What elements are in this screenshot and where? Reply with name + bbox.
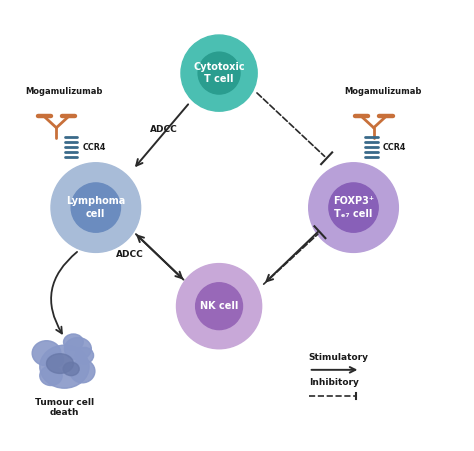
Circle shape: [176, 263, 262, 349]
Ellipse shape: [47, 353, 64, 367]
Circle shape: [200, 305, 211, 316]
Text: ADCC: ADCC: [150, 124, 177, 133]
Circle shape: [194, 275, 203, 284]
Ellipse shape: [63, 362, 79, 376]
Ellipse shape: [64, 337, 91, 360]
Circle shape: [329, 183, 378, 232]
Ellipse shape: [46, 354, 73, 373]
Circle shape: [235, 300, 243, 308]
Text: CCR4: CCR4: [383, 143, 407, 152]
Text: Stimulatory: Stimulatory: [309, 353, 369, 362]
Text: Cytotoxic
T cell: Cytotoxic T cell: [193, 62, 245, 84]
Circle shape: [309, 163, 398, 253]
Text: Tumour cell
death: Tumour cell death: [35, 398, 94, 418]
Circle shape: [221, 306, 230, 315]
Text: FOXP3⁺
Tₑ₇ cell: FOXP3⁺ Tₑ₇ cell: [333, 196, 374, 219]
Text: NK cell: NK cell: [200, 301, 238, 311]
Circle shape: [181, 35, 257, 111]
Ellipse shape: [64, 334, 83, 350]
Circle shape: [206, 324, 215, 333]
Circle shape: [215, 277, 224, 286]
Circle shape: [51, 163, 141, 253]
Circle shape: [208, 313, 221, 327]
Circle shape: [71, 183, 120, 232]
Text: Inhibitory: Inhibitory: [309, 378, 359, 387]
Ellipse shape: [32, 341, 61, 366]
Ellipse shape: [40, 345, 89, 388]
Text: CCR4: CCR4: [83, 143, 106, 152]
Circle shape: [191, 285, 207, 301]
Circle shape: [196, 283, 243, 330]
Text: Mogamulizumab: Mogamulizumab: [345, 87, 422, 96]
Circle shape: [198, 52, 240, 94]
Text: Lymphoma
cell: Lymphoma cell: [66, 196, 126, 219]
Ellipse shape: [70, 359, 95, 383]
Ellipse shape: [76, 347, 93, 364]
Circle shape: [197, 329, 205, 337]
Text: Mogamulizumab: Mogamulizumab: [26, 87, 103, 96]
Circle shape: [233, 284, 241, 292]
Ellipse shape: [40, 366, 62, 386]
Circle shape: [228, 316, 237, 324]
Text: ADCC: ADCC: [116, 250, 144, 259]
Circle shape: [227, 291, 238, 303]
